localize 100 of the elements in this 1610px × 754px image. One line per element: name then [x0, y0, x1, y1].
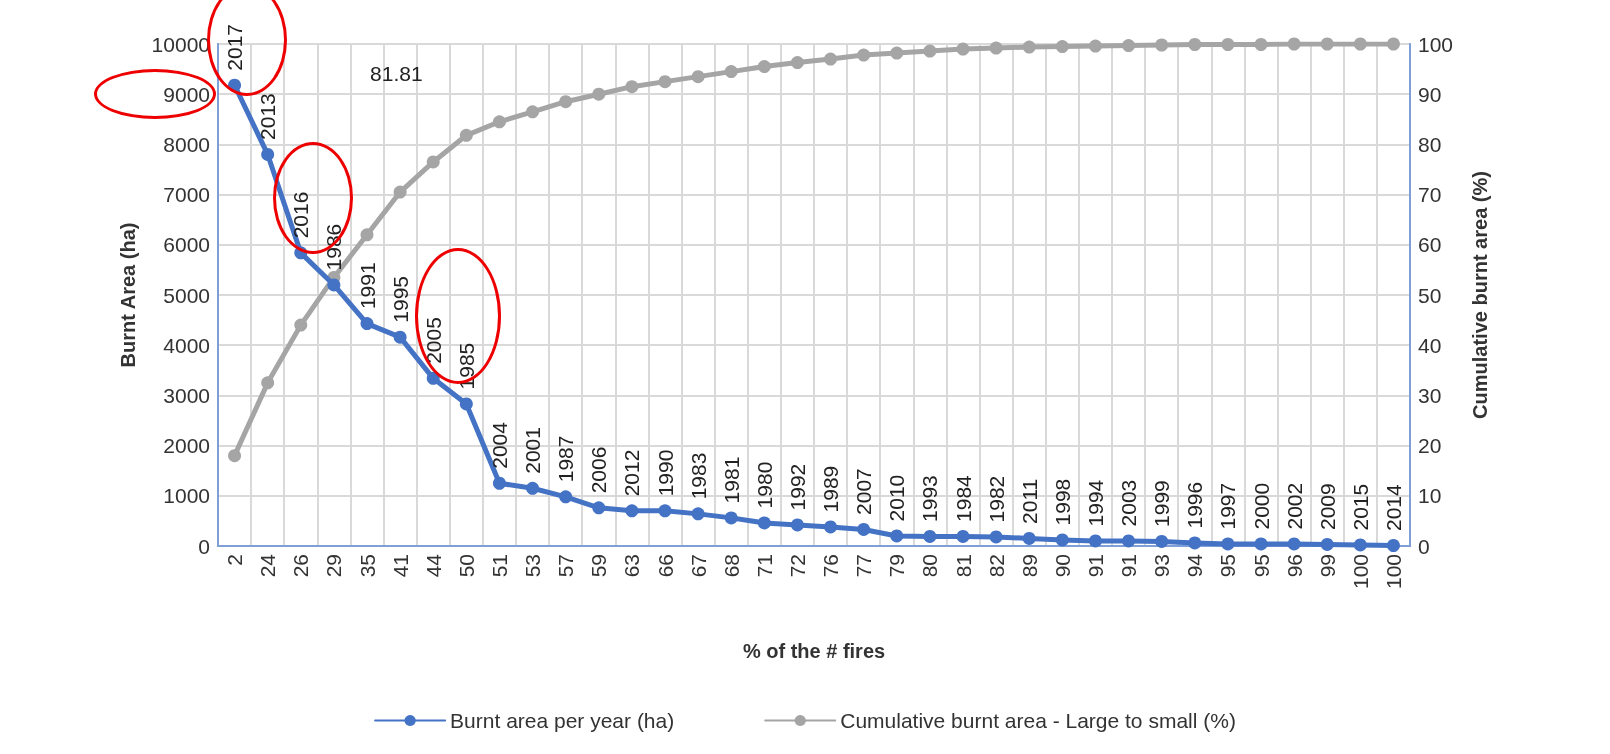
point — [890, 529, 904, 543]
point — [261, 376, 275, 390]
annotation: 2013 — [256, 93, 280, 140]
annotation: 1982 — [984, 475, 1008, 523]
annotation: 1997 — [1216, 482, 1240, 530]
annotation: 2003 — [1117, 479, 1141, 527]
point — [1022, 40, 1036, 54]
point — [1386, 37, 1400, 51]
x-tick-label: 91 — [1117, 554, 1141, 578]
annotation: 2014 — [1381, 483, 1405, 531]
annotation: 1983 — [686, 452, 710, 500]
point — [824, 52, 838, 66]
point — [989, 41, 1003, 55]
point — [658, 75, 672, 89]
point — [1353, 37, 1367, 51]
y2-tick-label: 10 — [1418, 484, 1442, 508]
x-tick-label: 44 — [421, 553, 445, 578]
x-tick-label: 99 — [1315, 554, 1339, 578]
point — [956, 42, 970, 56]
point — [1320, 37, 1334, 51]
y2-tick-label: 20 — [1418, 434, 1442, 458]
point — [492, 115, 506, 129]
x-tick-label: 35 — [355, 554, 379, 578]
annotation: 1992 — [785, 463, 809, 511]
point — [1155, 38, 1169, 52]
x-tick-label: 51 — [487, 554, 511, 578]
y2-tick-label: 30 — [1418, 383, 1442, 407]
data-label: 81.81 — [370, 61, 423, 85]
x-tick-label: 100 — [1381, 554, 1405, 590]
point — [261, 147, 275, 161]
annotation: 2001 — [521, 427, 545, 474]
annotation: 1984 — [951, 474, 975, 522]
point — [592, 501, 606, 515]
point — [459, 128, 473, 142]
x-tick-label: 26 — [289, 554, 313, 578]
point — [1254, 38, 1268, 51]
point — [1221, 537, 1235, 551]
y-axis-title: Burnt Area (ha) — [117, 222, 139, 368]
point — [956, 529, 970, 543]
y2-tick-label: 60 — [1418, 233, 1442, 257]
x-tick-label: 68 — [719, 554, 743, 578]
y-tick-label: 0 — [198, 534, 210, 558]
y2-tick-label: 0 — [1418, 534, 1430, 558]
annotation: 1998 — [1050, 478, 1074, 526]
annotation: 2000 — [1249, 482, 1273, 530]
annotation: 1999 — [1150, 480, 1174, 527]
point — [1122, 534, 1136, 548]
x-tick-label: 57 — [554, 554, 578, 578]
point — [658, 504, 672, 518]
point — [426, 155, 440, 169]
x-axis-title: % of the # fires — [742, 640, 886, 662]
y-tick-label: 4000 — [163, 333, 210, 357]
point — [691, 70, 705, 84]
x-tick-label: 82 — [984, 554, 1008, 578]
annotation: 2005 — [421, 317, 445, 364]
point — [1221, 38, 1235, 51]
point — [1287, 537, 1301, 551]
annotation: 2011 — [1017, 478, 1041, 524]
x-tick-label: 81 — [951, 554, 975, 578]
annotation: 1996 — [1183, 481, 1207, 529]
annotation: 2016 — [289, 191, 313, 239]
point — [294, 318, 308, 332]
x-tick-label: 50 — [454, 554, 478, 578]
annotation: 2015 — [1348, 483, 1372, 531]
x-tick-label: 93 — [1150, 554, 1174, 578]
point — [526, 481, 540, 495]
annotation: 1995 — [388, 275, 412, 323]
annotation: 2009 — [1315, 483, 1339, 530]
point — [492, 476, 506, 490]
point — [1287, 37, 1301, 51]
point — [1122, 39, 1136, 52]
y2-tick-label: 100 — [1418, 32, 1454, 56]
x-tick-label: 80 — [918, 554, 942, 578]
x-tick-label: 41 — [388, 554, 412, 578]
point — [327, 278, 341, 292]
point — [559, 95, 573, 109]
annotation: 2010 — [885, 474, 909, 522]
annotation: 1987 — [554, 435, 578, 483]
point — [923, 44, 937, 58]
x-tick-label: 63 — [620, 554, 644, 578]
point — [1320, 538, 1334, 551]
x-tick-label: 90 — [1050, 554, 1074, 578]
point — [724, 511, 738, 525]
x-tick-label: 77 — [852, 554, 876, 578]
point — [1386, 539, 1400, 552]
y-tick-label: 10000 — [151, 32, 210, 56]
point — [790, 56, 804, 70]
point — [360, 228, 374, 242]
point — [890, 46, 904, 60]
point — [724, 65, 738, 79]
annotation: 1981 — [719, 456, 743, 504]
x-tick-label: 89 — [1017, 554, 1041, 578]
x-tick-label: 95 — [1249, 554, 1273, 578]
x-tick-label: 76 — [819, 554, 843, 578]
legend-label: Cumulative burnt area - Large to small (%) — [840, 709, 1236, 732]
y2-tick-label: 50 — [1418, 283, 1442, 307]
x-tick-label: 59 — [587, 554, 611, 578]
point — [393, 185, 407, 199]
x-tick-label: 24 — [256, 553, 280, 578]
annotation: 1990 — [653, 449, 677, 497]
